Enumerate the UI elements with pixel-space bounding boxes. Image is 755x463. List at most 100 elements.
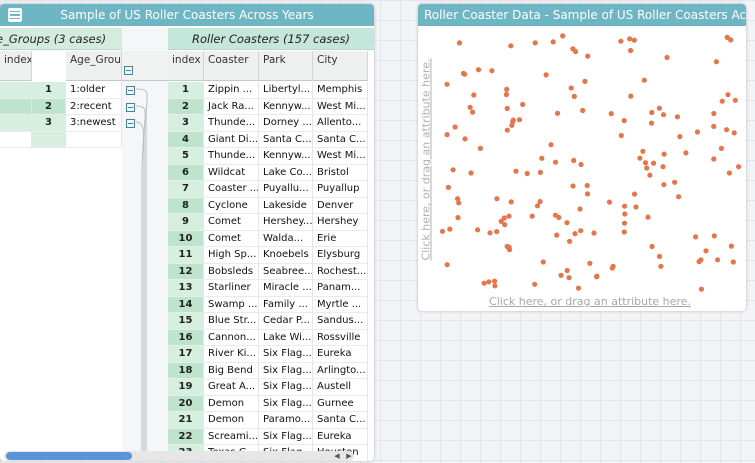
case-point[interactable] [494,196,500,202]
case-row-park[interactable]: Knoebels [259,247,313,264]
case-row-coaster[interactable]: Starliner [204,280,259,297]
case-point[interactable] [715,257,721,263]
case-point[interactable] [508,43,514,49]
case-point[interactable] [475,227,481,233]
case-point[interactable] [724,34,730,40]
case-point[interactable] [439,228,445,234]
collapse-group-icon[interactable] [126,86,135,95]
case-row-park[interactable]: Libertyl... [259,82,313,99]
case-point[interactable] [468,170,474,176]
case-point[interactable] [578,228,584,234]
case-point[interactable] [444,262,450,268]
case-point[interactable] [683,150,689,156]
case-point[interactable] [532,40,538,46]
case-point[interactable] [660,164,666,170]
case-point[interactable] [711,156,717,162]
case-row-park[interactable]: Walda... [259,230,313,247]
case-row-park[interactable]: Six Flag... [259,428,313,445]
case-row-city[interactable]: Eureka [313,346,368,363]
case-row-index[interactable]: 7 [168,181,204,198]
case-point[interactable] [677,134,683,140]
case-point[interactable] [637,155,643,161]
case-point[interactable] [578,161,584,168]
case-row-index[interactable]: 12 [168,263,204,280]
case-point[interactable] [554,110,561,116]
case-point[interactable] [580,107,586,114]
case-row-city[interactable]: Rochest... [313,263,368,280]
case-row-city[interactable]: Hershey [313,214,368,231]
case-row-park[interactable]: Paramo... [259,412,313,429]
case-point[interactable] [618,132,624,139]
case-point[interactable] [492,283,498,289]
case-row-park[interactable]: Dorney ... [259,115,313,132]
case-point[interactable] [558,272,564,278]
case-point[interactable] [445,184,451,190]
case-point[interactable] [651,160,657,166]
case-point[interactable] [467,104,473,110]
case-row-city[interactable]: Austell [313,379,368,396]
case-point[interactable] [471,92,477,98]
case-row-park[interactable]: Hershey... [259,214,313,231]
collapse-group-icon[interactable] [126,119,135,128]
case-point[interactable] [724,127,730,133]
case-point[interactable] [548,142,554,148]
plot-area[interactable] [436,28,746,296]
x-axis-prompt[interactable]: Click here, or drag an attribute here. [489,295,691,308]
case-row-index[interactable]: 20 [168,395,204,412]
case-row-park[interactable]: Seabree... [259,263,313,280]
case-point[interactable] [571,93,577,99]
case-point[interactable] [698,286,704,292]
case-point[interactable] [452,124,458,130]
case-point[interactable] [582,78,588,84]
case-point[interactable] [540,259,546,265]
y-axis-drop-target[interactable]: Click here, or drag an attribute here. [418,28,434,290]
case-row-city[interactable]: Erie [313,230,368,247]
case-row-city[interactable]: West Mi... [313,98,368,115]
case-row-index[interactable]: 16 [168,329,204,346]
case-row-coaster[interactable]: Thunde... [204,115,259,132]
case-point[interactable] [628,47,634,54]
cases-col-city[interactable]: City [313,51,368,81]
case-point[interactable] [649,243,655,250]
case-point[interactable] [554,232,560,238]
case-row-coaster[interactable]: Zippin ... [204,82,259,99]
case-point[interactable] [587,260,593,266]
group-new-row[interactable] [32,131,66,148]
case-row-city[interactable]: Gurnee [313,395,368,412]
case-row-index[interactable]: 10 [168,230,204,247]
graph-titlebar[interactable]: Roller Coaster Data - Sample of US Rolle… [418,4,746,26]
case-row-coaster[interactable]: Demon [204,412,259,429]
case-row-city[interactable]: Elysburg [313,247,368,264]
case-point[interactable] [711,123,717,129]
case-point[interactable] [470,109,476,115]
case-point[interactable] [628,93,634,99]
case-point[interactable] [726,170,732,176]
case-row-index[interactable]: 6 [168,164,204,181]
group-row-age-group[interactable]: 2:recent [66,98,122,115]
case-row-index[interactable]: 15 [168,313,204,330]
case-point[interactable] [506,213,512,219]
case-point[interactable] [572,231,578,237]
case-point[interactable] [584,191,591,197]
case-row-park[interactable]: Santa C... [259,131,313,148]
case-point[interactable] [725,92,731,98]
case-point[interactable] [693,234,699,240]
scroll-right-icon[interactable]: ▶ [346,452,352,460]
case-row-coaster[interactable]: Cyclone [204,197,259,214]
case-point[interactable] [719,98,725,104]
case-point[interactable] [644,165,650,171]
case-point[interactable] [674,114,680,120]
case-point[interactable] [608,111,614,117]
case-point[interactable] [728,243,734,249]
collapse-group-icon[interactable] [126,102,135,112]
case-point[interactable] [731,130,737,136]
case-point[interactable] [487,230,493,236]
group-row-age-group[interactable]: 3:newest [66,115,122,132]
case-row-index[interactable]: 21 [168,412,204,429]
case-point[interactable] [672,179,678,185]
case-row-index[interactable]: 22 [168,428,204,445]
case-row-city[interactable]: Rossville [313,329,368,346]
group-row-index[interactable]: 3 [32,115,66,132]
case-row-index[interactable]: 3 [168,115,204,132]
case-row-park[interactable]: Kennyw... [259,98,313,115]
